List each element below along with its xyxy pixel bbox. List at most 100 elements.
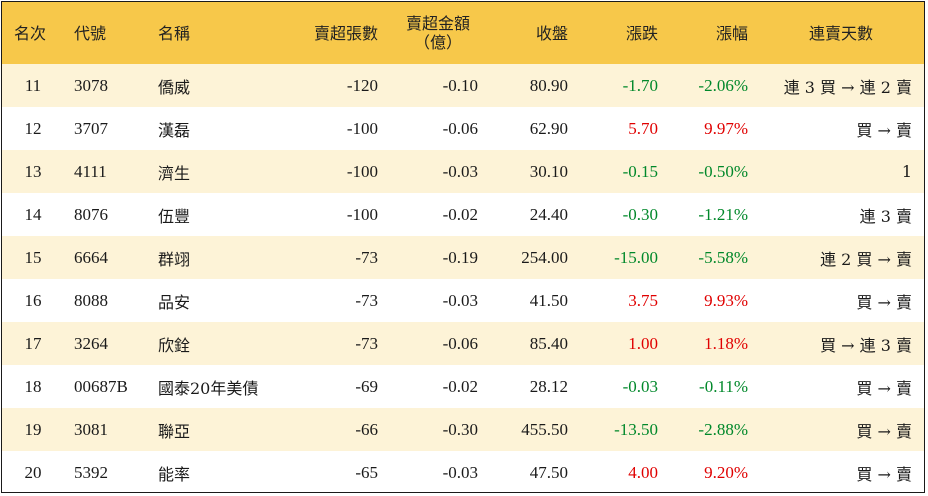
cell-change: 5.70 xyxy=(628,118,658,138)
cell-net-sell-amount: -0.02 xyxy=(442,204,478,224)
cell-net-sell-amount: -0.06 xyxy=(442,118,478,138)
table-row[interactable]: 14 8076 伍豐 -100 -0.02 24.40 -0.30 -1.21% 連 3 賣 xyxy=(2,193,924,236)
cell-net-sell-lots: -73 xyxy=(355,333,378,353)
cell-code: 3081 xyxy=(74,419,108,439)
cell-change-pct: 9.93% xyxy=(704,290,748,310)
header-streak: 連賣天數 xyxy=(808,23,873,43)
cell-rank: 17 xyxy=(24,333,42,353)
cell-rank: 16 xyxy=(24,290,42,310)
cell-code: 3707 xyxy=(74,118,108,138)
cell-net-sell-lots: -66 xyxy=(355,419,378,439)
cell-rank: 13 xyxy=(24,161,42,181)
header-name: 名稱 xyxy=(158,23,191,43)
cell-change-pct: 9.97% xyxy=(704,118,748,138)
cell-change: -1.70 xyxy=(622,75,658,95)
cell-code: 3264 xyxy=(74,333,108,353)
cell-rank: 15 xyxy=(24,247,42,267)
cell-net-sell-amount: -0.02 xyxy=(442,376,478,396)
cell-rank: 20 xyxy=(24,462,42,482)
header-row: 名次 代號 名稱 賣超張數 賣超金額 （億） 收盤 漲跌 漲幅 連賣天數 xyxy=(2,2,924,64)
cell-change: 1.00 xyxy=(628,333,658,353)
header-net-sell-lots: 賣超張數 xyxy=(313,23,378,43)
cell-net-sell-lots: -100 xyxy=(346,161,378,181)
cell-change-pct: -0.50% xyxy=(698,161,748,181)
cell-stock-name: 欣銓 xyxy=(158,335,191,355)
cell-net-sell-lots: -69 xyxy=(355,376,378,396)
cell-streak: 買 → 賣 xyxy=(856,464,912,484)
cell-close: 30.10 xyxy=(529,161,568,181)
cell-code: 8088 xyxy=(74,290,108,310)
cell-net-sell-lots: -120 xyxy=(346,75,378,95)
cell-streak: 買 → 賣 xyxy=(856,120,912,140)
cell-net-sell-amount: -0.10 xyxy=(442,75,478,95)
cell-close: 85.40 xyxy=(529,333,568,353)
cell-change-pct: 9.20% xyxy=(704,462,748,482)
cell-stock-name: 漢磊 xyxy=(158,120,191,140)
cell-streak: 連 2 買 → 賣 xyxy=(820,249,912,269)
cell-change-pct: -1.21% xyxy=(698,204,748,224)
cell-change: -13.50 xyxy=(614,419,658,439)
table-row[interactable]: 16 8088 品安 -73 -0.03 41.50 3.75 9.93% 買 → 賣 xyxy=(2,279,924,322)
table-row[interactable]: 11 3078 僑威 -120 -0.10 80.90 -1.70 -2.06% 連 3 買 →… xyxy=(2,64,924,107)
cell-streak: 買 → 賣 xyxy=(856,292,912,312)
cell-code: 6664 xyxy=(74,247,108,267)
table-row[interactable]: 15 6664 群翊 -73 -0.19 254.00 -15.00 -5.58% 連 2 買 … xyxy=(2,236,924,279)
table-row[interactable]: 12 3707 漢磊 -100 -0.06 62.90 5.70 9.97% 買 → 賣 xyxy=(2,107,924,150)
table-row[interactable]: 13 4111 濟生 -100 -0.03 30.10 -0.15 -0.50% 1 xyxy=(2,150,924,193)
cell-rank: 12 xyxy=(24,118,42,138)
cell-close: 254.00 xyxy=(521,247,568,267)
cell-streak: 1 xyxy=(901,162,912,181)
cell-close: 24.40 xyxy=(529,204,568,224)
cell-streak: 買 → 連 3 賣 xyxy=(820,335,912,355)
cell-code: 00687B xyxy=(74,376,128,396)
cell-stock-name: 濟生 xyxy=(158,163,191,183)
table-body: 11 3078 僑威 -120 -0.10 80.90 -1.70 -2.06% 連 3 買 →… xyxy=(2,64,924,492)
cell-stock-name: 品安 xyxy=(158,292,191,312)
cell-change: -15.00 xyxy=(614,247,658,267)
header-code: 代號 xyxy=(74,23,107,43)
header-rank: 名次 xyxy=(14,23,47,43)
cell-stock-name: 僑威 xyxy=(158,77,191,97)
cell-stock-name: 群翊 xyxy=(158,249,191,269)
cell-code: 8076 xyxy=(74,204,108,224)
cell-close: 28.12 xyxy=(529,376,568,396)
header-net-sell-amount: 賣超金額 （億） xyxy=(405,14,470,52)
cell-change-pct: -5.58% xyxy=(698,247,748,267)
cell-net-sell-lots: -100 xyxy=(346,118,378,138)
cell-code: 4111 xyxy=(74,161,107,181)
cell-net-sell-amount: -0.03 xyxy=(442,161,478,181)
cell-stock-name: 國泰20年美債 xyxy=(158,378,259,398)
table-row[interactable]: 17 3264 欣銓 -73 -0.06 85.40 1.00 1.18% 買 → 連 3 賣 xyxy=(2,322,924,365)
cell-rank: 18 xyxy=(24,376,42,396)
cell-close: 80.90 xyxy=(529,75,568,95)
cell-net-sell-amount: -0.06 xyxy=(442,333,478,353)
cell-code: 3078 xyxy=(74,75,108,95)
cell-close: 41.50 xyxy=(529,290,568,310)
cell-rank: 14 xyxy=(24,204,42,224)
header-close: 收盤 xyxy=(535,23,568,43)
cell-net-sell-lots: -73 xyxy=(355,290,378,310)
cell-close: 47.50 xyxy=(529,462,568,482)
table-row[interactable]: 18 00687B 國泰20年美債 -69 -0.02 28.12 -0.03 -0.11% 買… xyxy=(2,365,924,408)
cell-change-pct: -0.11% xyxy=(699,376,748,396)
cell-stock-name: 能率 xyxy=(158,464,191,484)
table-row[interactable]: 20 5392 能率 -65 -0.03 47.50 4.00 9.20% 買 → 賣 xyxy=(2,451,924,492)
cell-stock-name: 伍豐 xyxy=(158,206,191,226)
cell-streak: 買 → 賣 xyxy=(856,378,912,398)
cell-streak: 連 3 賣 xyxy=(859,206,912,226)
cell-net-sell-amount: -0.30 xyxy=(442,419,478,439)
cell-net-sell-amount: -0.03 xyxy=(442,462,478,482)
cell-net-sell-lots: -73 xyxy=(355,247,378,267)
cell-rank: 19 xyxy=(24,419,42,439)
cell-net-sell-amount: -0.19 xyxy=(442,247,478,267)
table-header: 名次 代號 名稱 賣超張數 賣超金額 （億） 收盤 漲跌 漲幅 連賣天數 xyxy=(2,2,924,64)
header-change: 漲跌 xyxy=(625,23,658,43)
table-row[interactable]: 19 3081 聯亞 -66 -0.30 455.50 -13.50 -2.88% 買 → 賣 xyxy=(2,408,924,451)
cell-change: -0.15 xyxy=(622,161,658,181)
cell-stock-name: 聯亞 xyxy=(158,421,191,441)
cell-net-sell-lots: -65 xyxy=(355,462,378,482)
cell-streak: 連 3 買 → 連 2 賣 xyxy=(783,77,912,97)
cell-close: 455.50 xyxy=(521,419,568,439)
